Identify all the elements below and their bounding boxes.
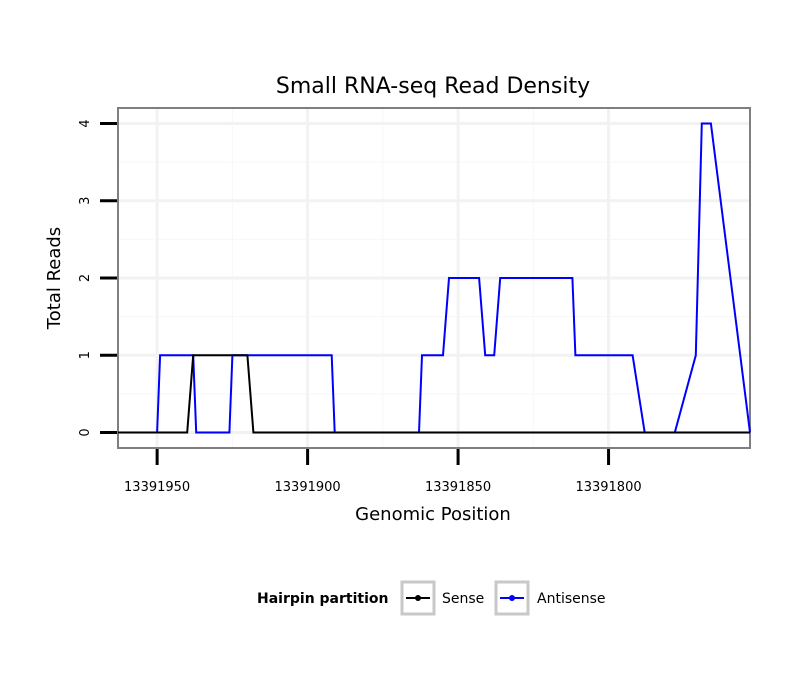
x-tick-label: 13391950 [124,480,190,495]
y-tick-label: 3 [78,197,93,205]
series-line-sense [118,354,750,434]
x-axis: 13391950 13391900 13391850 13391800 [124,449,642,495]
y-axis-title: Total Reads [44,227,65,330]
y-tick-label: 4 [78,119,93,127]
y-axis: 0 1 2 3 4 [78,119,117,437]
y-tick-label: 0 [78,428,93,436]
x-tick-label: 13391850 [425,480,491,495]
legend-label-antisense: Antisense [537,591,606,607]
legend-title: Hairpin partition [257,591,388,607]
plot-lines [118,122,751,434]
x-axis-title: Genomic Position [355,504,511,525]
x-tick-label: 13391900 [275,480,341,495]
y-tick-label: 2 [78,274,93,282]
legend-point-sense [415,595,421,601]
legend: Hairpin partition Sense Antisense [257,580,606,616]
y-tick-label: 1 [78,351,93,359]
legend-label-sense: Sense [442,591,484,607]
chart-title: Small RNA-seq Read Density [276,74,590,99]
x-tick-label: 13391800 [575,480,641,495]
legend-point-antisense [509,595,515,601]
